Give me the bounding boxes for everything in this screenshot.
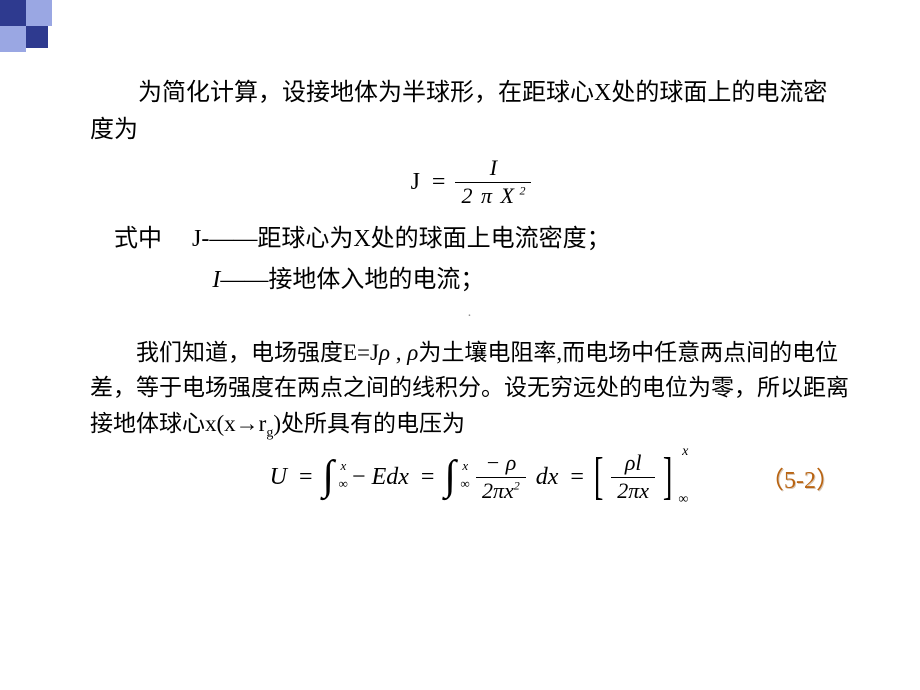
den-pi: π — [481, 183, 492, 208]
definitions: 式中 J-——距球心为X处的球面上电流密度； I——接地体入地的电流； — [114, 219, 850, 301]
p2-rho1: ρ — [379, 340, 390, 365]
mid-dot: · — [90, 309, 850, 325]
defs-lead: 式中 — [114, 226, 162, 252]
u-eq1: = — [299, 464, 313, 491]
br-up: x — [682, 444, 688, 460]
br-pi: π — [628, 478, 639, 503]
int2-up: x — [462, 458, 468, 474]
br-rho: ρ — [625, 450, 636, 475]
u-eq2: = — [421, 464, 435, 491]
j-fraction: I 2 π X 2 — [455, 155, 531, 209]
p2-t2: , — [390, 340, 407, 365]
formula-j: J = I 2 π X 2 — [90, 155, 850, 209]
int1-lo: ∞ — [339, 476, 348, 492]
bracket-term: [ ρl 2πx ] x ∞ — [590, 450, 676, 504]
corner-square — [0, 0, 26, 26]
defs-line2: ——接地体入地的电流； — [220, 267, 484, 293]
j-eq: = — [432, 169, 446, 196]
equation-label: （5-2） — [760, 460, 840, 495]
int1-up: x — [341, 458, 347, 474]
br-l: l — [635, 450, 641, 475]
corner-square — [0, 26, 26, 52]
paragraph-2: 我们知道，电场强度E=Jρ , ρ为土壤电阻率,而电场中任意两点间的电位差，等于… — [90, 335, 850, 445]
neg1: − Edx — [352, 464, 409, 491]
den2-exp: 2 — [514, 478, 520, 492]
p2-t4: )处所具有的电压为 — [273, 411, 465, 436]
den2-pi: π — [493, 478, 504, 503]
u-var: U — [270, 464, 287, 491]
dx-1: dx — [536, 464, 559, 491]
br-lo: ∞ — [678, 492, 688, 508]
int2-lo: ∞ — [460, 476, 469, 492]
integral-1: ∫ x ∞ — [321, 460, 337, 494]
j-den: 2 π X 2 — [455, 183, 531, 209]
integral-2: ∫ x ∞ — [442, 460, 458, 494]
u-eq3: = — [570, 464, 584, 491]
den-2: 2 — [461, 183, 472, 208]
j-num: I — [484, 155, 503, 181]
den2-x: x — [504, 478, 514, 503]
formula-u: U = ∫ x ∞ − Edx = ∫ x ∞ − ρ 2πx2 dx = — [90, 450, 850, 504]
neg2: − — [485, 450, 500, 475]
den-x: X — [500, 183, 513, 208]
br-2: 2 — [617, 478, 628, 503]
corner-square — [26, 0, 52, 26]
corner-square — [26, 26, 48, 48]
intro-paragraph: 为简化计算，设接地体为半球形，在距球心X处的球面上的电流密度为 — [90, 75, 850, 149]
p2-t1: 我们知道，电场强度E=J — [136, 340, 379, 365]
frac-rho: − ρ 2πx2 — [476, 450, 526, 504]
br-x: x — [639, 478, 649, 503]
defs-line1: J-——距球心为X处的球面上电流密度； — [192, 226, 611, 252]
j-lhs: J — [411, 169, 420, 196]
rho-num: ρ — [506, 450, 517, 475]
p2-rho2: ρ — [407, 340, 418, 365]
den-exp: 2 — [519, 183, 525, 197]
den2-2: 2 — [482, 478, 493, 503]
